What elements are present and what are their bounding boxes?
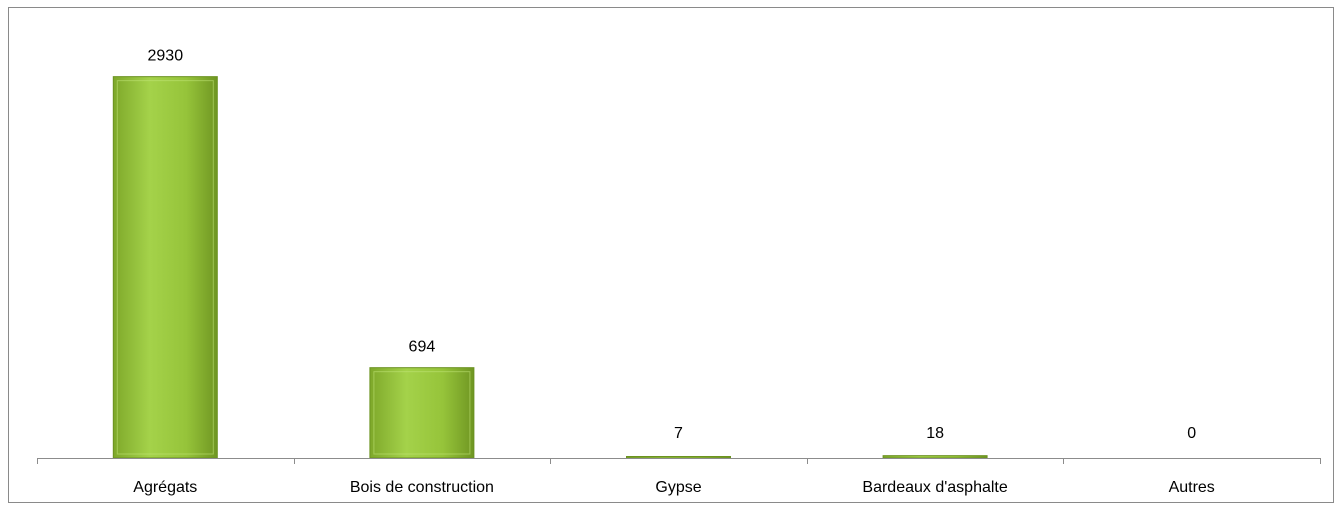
- category-label-3: Bardeaux d'asphalte: [862, 479, 1007, 496]
- data-labels-group: 2930 694 7 18 0: [148, 48, 1197, 442]
- x-axis: [37, 458, 1321, 464]
- bars-group: [113, 77, 987, 458]
- category-label-2: Gypse: [655, 479, 701, 496]
- bar-2: [627, 457, 731, 459]
- bar-0: [113, 77, 217, 458]
- category-label-1: Bois de construction: [350, 479, 494, 496]
- bar-1: [370, 368, 474, 458]
- tick-labels-group: Agrégats Bois de construction Gypse Bardeau…: [133, 479, 1215, 496]
- data-label-2: 7: [674, 425, 683, 442]
- data-label-3: 18: [926, 425, 944, 442]
- data-label-1: 694: [409, 339, 436, 356]
- bar-3: [883, 456, 987, 458]
- category-label-0: Agrégats: [133, 479, 197, 496]
- category-label-4: Autres: [1169, 479, 1215, 496]
- data-label-4: 0: [1187, 425, 1196, 442]
- data-label-0: 2930: [148, 48, 184, 65]
